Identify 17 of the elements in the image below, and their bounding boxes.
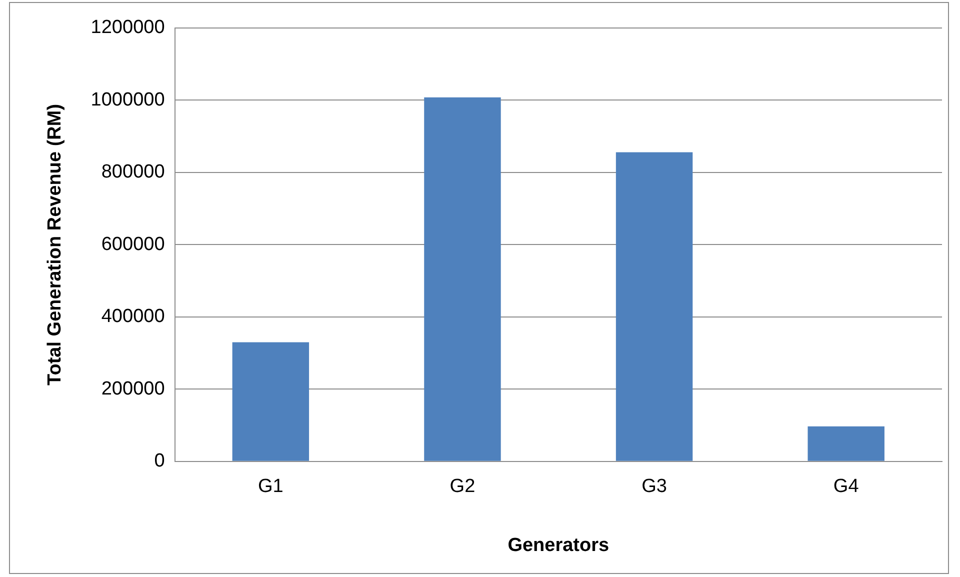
bar [424, 97, 501, 461]
y-tick-label: 600000 [101, 234, 165, 255]
x-tick-label: G2 [450, 476, 476, 498]
x-tick-label: G4 [833, 476, 860, 498]
y-tick-label: 1000000 [90, 89, 165, 110]
bar [232, 342, 310, 461]
x-tick-label: G3 [642, 476, 667, 498]
bar [616, 152, 693, 461]
x-tick-label: G1 [258, 476, 284, 498]
y-axis-title: Total Generation Revenue (RM) [44, 104, 66, 386]
bar [808, 426, 884, 461]
y-tick-label: 200000 [101, 378, 165, 400]
y-tick-label: 400000 [101, 306, 165, 328]
x-axis-title: Generators [508, 534, 610, 556]
y-tick-label: 0 [154, 450, 165, 472]
y-tick-label: 1200000 [90, 17, 165, 38]
y-tick-label: 800000 [101, 162, 165, 183]
